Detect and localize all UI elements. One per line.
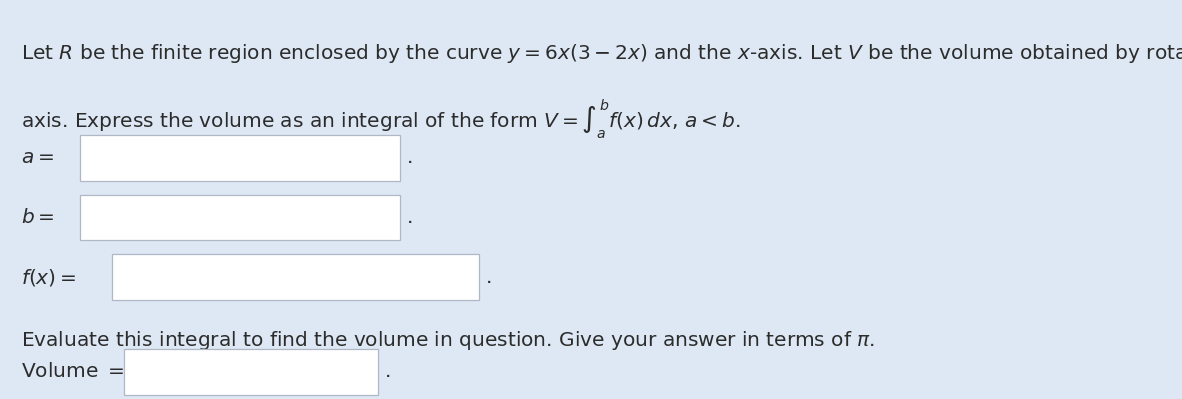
FancyBboxPatch shape	[80, 135, 400, 180]
Text: $b = $: $b = $	[21, 208, 54, 227]
FancyBboxPatch shape	[112, 255, 479, 300]
FancyBboxPatch shape	[124, 349, 378, 395]
Text: .: .	[385, 362, 391, 381]
Text: $f(x) = $: $f(x) = $	[21, 267, 77, 288]
Text: .: .	[486, 268, 492, 287]
Text: $a = $: $a = $	[21, 148, 54, 167]
Text: axis. Express the volume as an integral of the form $V = \int_a^b f(x)\, dx,\, a: axis. Express the volume as an integral …	[21, 98, 741, 141]
Text: .: .	[407, 148, 413, 167]
FancyBboxPatch shape	[80, 194, 400, 240]
Text: Evaluate this integral to find the volume in question. Give your answer in terms: Evaluate this integral to find the volum…	[21, 329, 876, 352]
Text: .: .	[407, 208, 413, 227]
Text: Let $R$ be the finite region enclosed by the curve $y = 6x(3 - 2x)$ and the $x$-: Let $R$ be the finite region enclosed by…	[21, 42, 1182, 65]
Text: Volume $=$: Volume $=$	[21, 362, 125, 381]
